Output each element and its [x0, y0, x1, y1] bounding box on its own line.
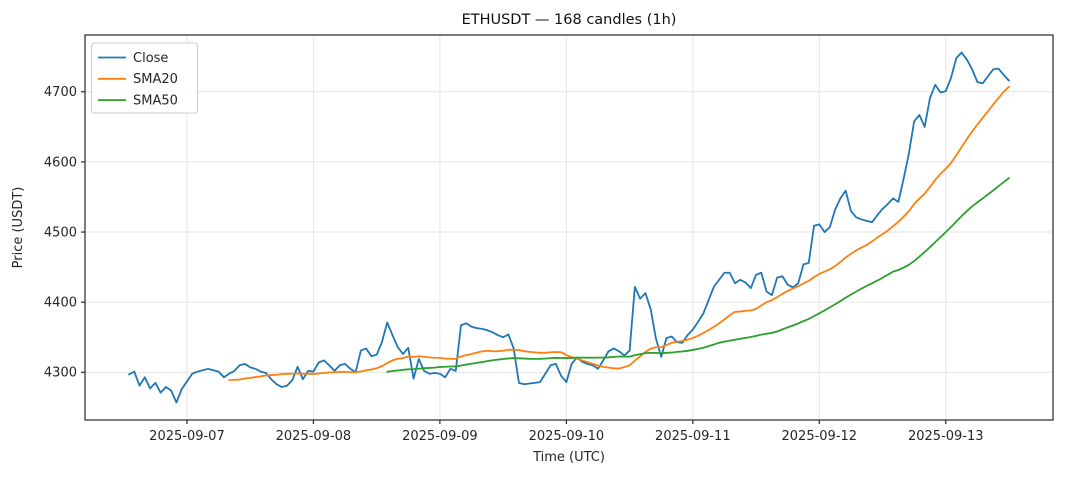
sma20-line	[228, 85, 1010, 381]
sma50-legend-label: SMA50	[133, 94, 178, 109]
x-axis-label: Time (UTC)	[532, 450, 605, 465]
close-line	[128, 51, 1010, 404]
chart-title: ETHUSDT — 168 candles (1h)	[462, 12, 677, 28]
y-axis: 4300 4400 4500 4600 4700	[44, 85, 85, 381]
sma20-legend-label: SMA20	[133, 72, 178, 87]
x-tick-label: 2025-09-12	[782, 429, 858, 444]
sma50-line	[386, 177, 1010, 373]
legend: Close SMA20 SMA50	[91, 42, 198, 114]
close-legend-label: Close	[133, 51, 168, 66]
y-tick-label: 4400	[44, 296, 77, 311]
y-tick-label: 4700	[44, 85, 77, 100]
series-lines	[128, 51, 1010, 404]
x-tick-label: 2025-09-09	[402, 429, 478, 444]
x-tick-label: 2025-09-08	[276, 429, 352, 444]
y-axis-label: Price (USDT)	[11, 187, 26, 269]
x-tick-label: 2025-09-07	[149, 429, 225, 444]
x-tick-label: 2025-09-10	[529, 429, 605, 444]
x-tick-label: 2025-09-11	[655, 429, 731, 444]
plot-spines	[84, 34, 1054, 421]
y-tick-label: 4300	[44, 366, 77, 381]
legend-box	[91, 42, 198, 114]
gridlines	[85, 35, 1053, 420]
x-tick-label: 2025-09-13	[908, 429, 984, 444]
y-tick-label: 4600	[44, 155, 77, 170]
x-axis: 2025-09-07 2025-09-08 2025-09-09 2025-09-10…	[149, 420, 984, 444]
y-tick-label: 4500	[44, 225, 77, 240]
